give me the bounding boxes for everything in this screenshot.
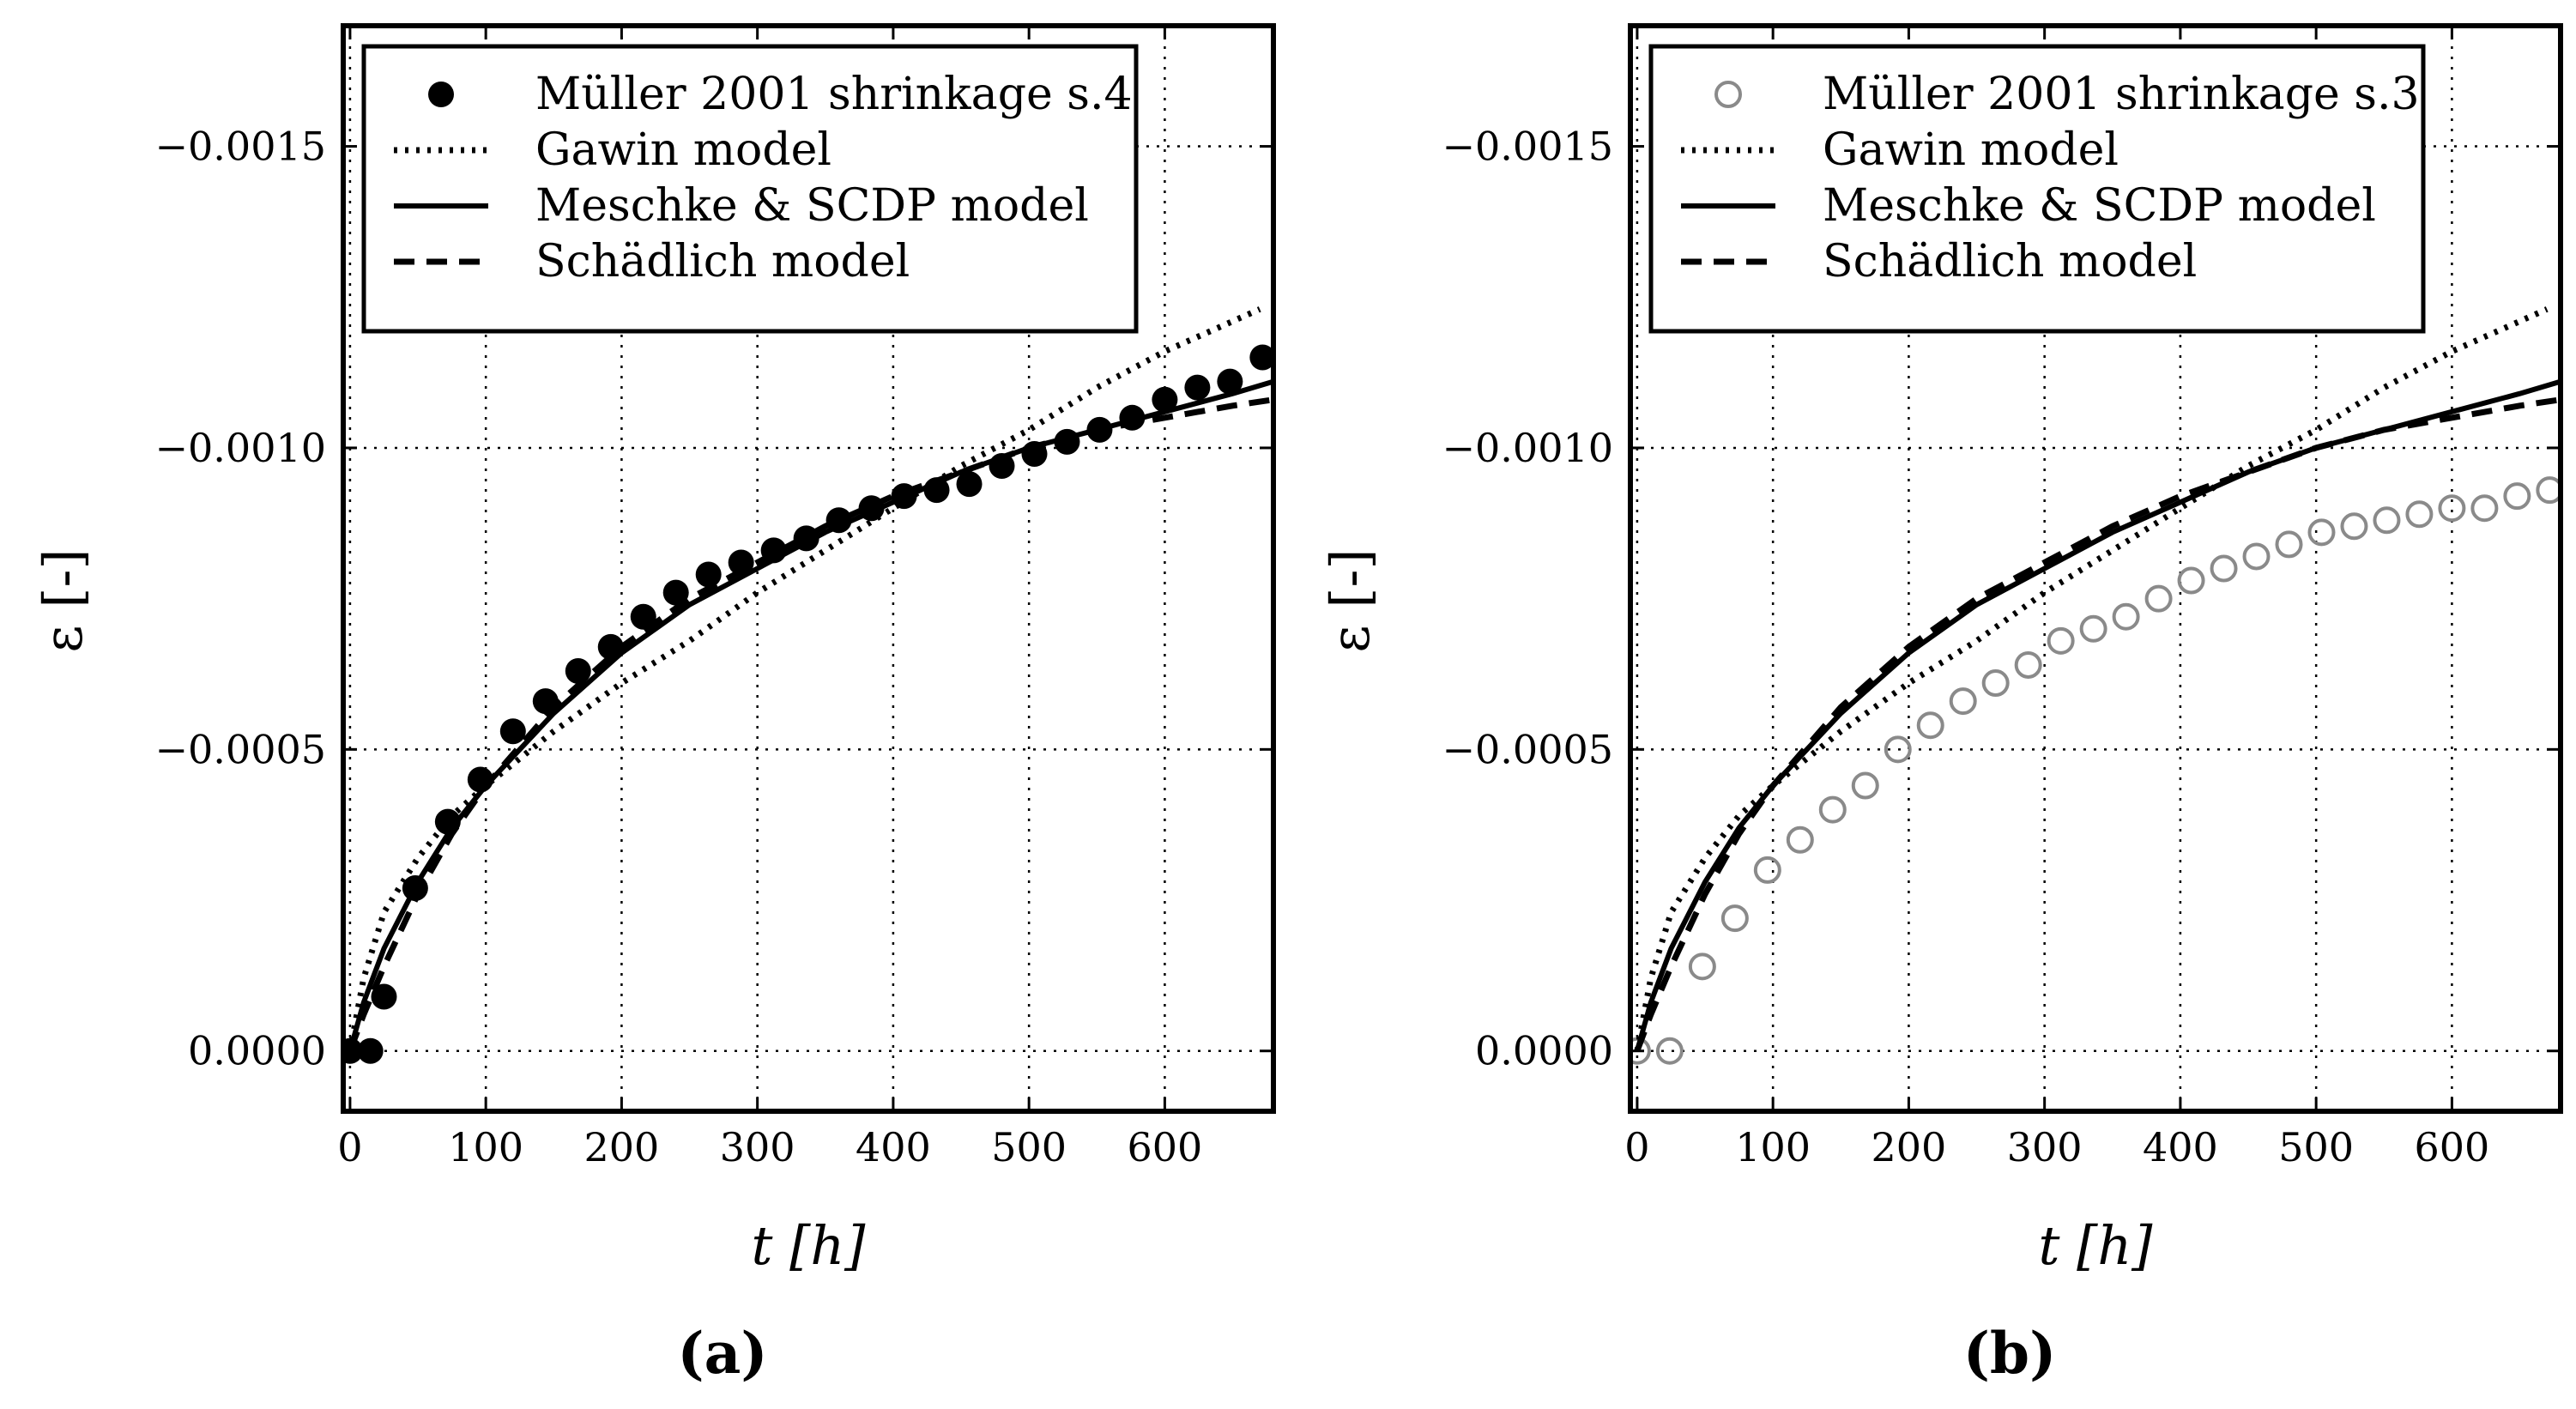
chart-panel-2: 0 100 200 300 400 500 600 −0.0015 −0.0010 −0.0005… bbox=[1319, 23, 2563, 1387]
data-point bbox=[1249, 344, 1273, 371]
data-point bbox=[2210, 554, 2238, 583]
data-point bbox=[1818, 795, 1847, 824]
y-tick-label: 0.0000 bbox=[188, 1028, 326, 1074]
data-point bbox=[2014, 650, 2042, 679]
legend-marker bbox=[1714, 81, 1742, 108]
legend-marker bbox=[428, 82, 454, 107]
x-tick-label: 500 bbox=[2278, 1124, 2354, 1170]
data-point bbox=[357, 1037, 384, 1064]
x-tick-label: 500 bbox=[991, 1124, 1067, 1170]
data-point bbox=[2536, 476, 2561, 505]
x-tick-label: 300 bbox=[720, 1124, 795, 1170]
y-axis-title: ε [-] bbox=[1319, 548, 1382, 652]
x-axis-title: t [h] bbox=[2039, 1214, 2154, 1277]
y-tick-label: −0.0015 bbox=[1442, 124, 1614, 170]
legend-label: Gawin model bbox=[535, 124, 831, 176]
data-point bbox=[2307, 518, 2336, 547]
data-point bbox=[2242, 542, 2271, 571]
y-tick-label: −0.0005 bbox=[155, 726, 327, 772]
data-point bbox=[2405, 500, 2434, 529]
y-tick-label: 0.0000 bbox=[1475, 1028, 1613, 1074]
plot-area bbox=[343, 306, 1273, 1064]
data-point bbox=[597, 633, 624, 660]
data-point bbox=[1217, 368, 1243, 395]
series-line bbox=[1634, 306, 2549, 1052]
y-tick-label: −0.0015 bbox=[155, 124, 327, 170]
legend-label: Meschke & SCDP model bbox=[1823, 180, 2376, 232]
panel-label: (b) bbox=[1963, 1320, 2057, 1387]
data-point bbox=[2047, 626, 2075, 655]
data-point bbox=[728, 549, 754, 576]
chart-panel-1: 0 100 200 300 400 500 600 −0.0015 −0.0010 −0.0005… bbox=[32, 23, 1276, 1387]
data-point bbox=[2373, 506, 2401, 535]
x-tick-label: 400 bbox=[856, 1124, 931, 1170]
series-line bbox=[347, 306, 1261, 1052]
data-point bbox=[1916, 711, 1944, 740]
series-line bbox=[347, 396, 1273, 1052]
legend-label: Meschke & SCDP model bbox=[535, 180, 1089, 232]
data-point bbox=[2177, 566, 2205, 595]
data-point bbox=[630, 603, 656, 630]
x-tick-label: 300 bbox=[2007, 1124, 2083, 1170]
x-tick-label: 200 bbox=[584, 1124, 660, 1170]
data-point bbox=[1655, 1037, 1684, 1065]
y-tick-label: −0.0010 bbox=[155, 425, 327, 471]
data-point bbox=[2112, 602, 2140, 631]
data-point bbox=[2503, 482, 2531, 511]
x-tick-label: 0 bbox=[337, 1124, 362, 1170]
y-tick-label: −0.0005 bbox=[1442, 726, 1614, 772]
data-point bbox=[1688, 952, 1716, 981]
data-point bbox=[565, 657, 591, 684]
legend-label: Müller 2001 shrinkage s.4 bbox=[535, 69, 1133, 120]
data-point bbox=[2438, 494, 2466, 523]
data-point bbox=[956, 471, 983, 498]
y-tick-label: −0.0010 bbox=[1442, 425, 1614, 471]
legend-box bbox=[1648, 44, 2426, 334]
x-tick-label: 600 bbox=[2414, 1124, 2489, 1170]
data-point bbox=[662, 579, 689, 606]
legend-label: Schädlich model bbox=[1823, 236, 2197, 287]
axes-frame bbox=[341, 23, 1276, 1114]
series-line bbox=[348, 378, 1273, 1052]
data-point bbox=[2340, 512, 2368, 541]
series-line bbox=[1634, 396, 2561, 1052]
x-tick-label: 100 bbox=[1735, 1124, 1811, 1170]
x-tick-label: 0 bbox=[1624, 1124, 1649, 1170]
axes-frame bbox=[1628, 23, 2563, 1114]
data-point bbox=[2470, 494, 2499, 523]
legend-label: Schädlich model bbox=[535, 236, 910, 287]
data-point bbox=[1884, 735, 1912, 764]
x-tick-label: 200 bbox=[1872, 1124, 1947, 1170]
x-tick-label: 100 bbox=[448, 1124, 523, 1170]
x-tick-label: 600 bbox=[1127, 1124, 1202, 1170]
x-axis-title: t [h] bbox=[752, 1214, 867, 1277]
legend-label: Gawin model bbox=[1823, 124, 2119, 176]
data-point bbox=[1949, 687, 1977, 716]
legend-label: Müller 2001 shrinkage s.3 bbox=[1823, 69, 2420, 120]
plot-area bbox=[1630, 306, 2561, 1065]
data-point bbox=[1720, 904, 1749, 933]
data-point bbox=[1786, 825, 1814, 854]
data-point bbox=[1851, 771, 1879, 800]
data-point bbox=[1753, 856, 1781, 884]
data-point bbox=[1152, 386, 1178, 413]
data-point bbox=[371, 983, 397, 1010]
data-point bbox=[1184, 374, 1211, 401]
data-point bbox=[695, 561, 722, 588]
legend-box bbox=[361, 44, 1139, 334]
data-point bbox=[2079, 614, 2107, 643]
data-point bbox=[1981, 669, 2010, 698]
series-line bbox=[1635, 378, 2561, 1052]
data-point bbox=[499, 718, 526, 745]
data-point bbox=[2275, 530, 2303, 559]
y-axis-title: ε [-] bbox=[32, 548, 94, 652]
x-tick-label: 400 bbox=[2143, 1124, 2218, 1170]
data-point bbox=[2144, 584, 2173, 613]
panel-label: (a) bbox=[677, 1320, 767, 1387]
